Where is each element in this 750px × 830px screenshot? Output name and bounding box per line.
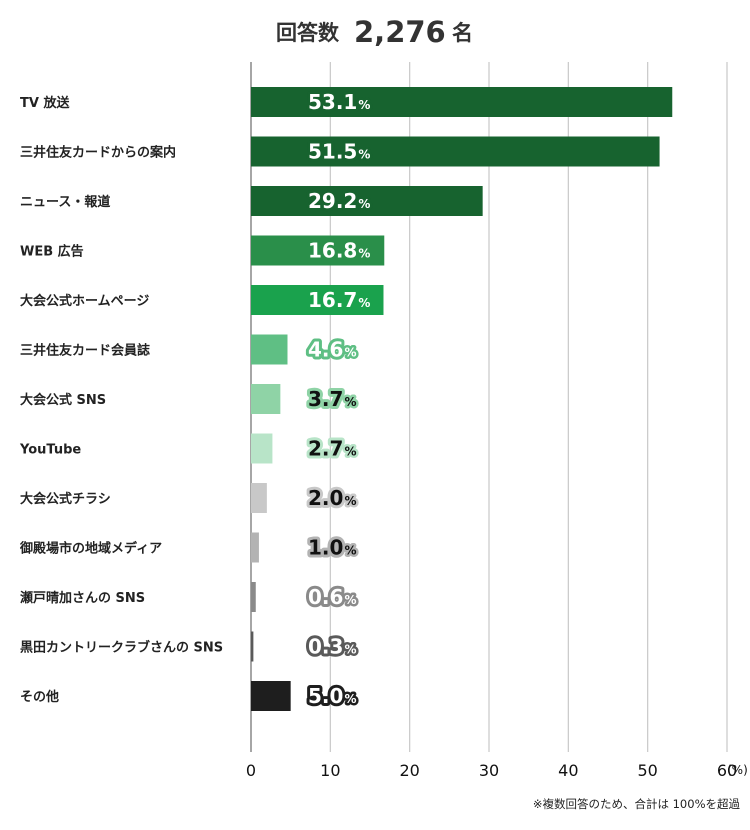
bar [251,433,273,464]
category-label: 黒田カントリークラブさんの SNS [20,640,223,656]
category-label: ニュース・報道 [20,194,110,210]
value-label: 16.8% [308,239,370,263]
x-axis-unit: (%) [727,763,748,777]
bars [251,87,673,711]
x-tick-label: 40 [558,761,578,780]
bar [251,681,291,711]
value-label: 0.3% [308,635,356,659]
respondent-count: 2,276 [354,15,446,49]
value-label: 4.6% [308,338,356,362]
value-label: 0.6% [308,585,356,609]
bar [251,532,259,563]
bar [251,136,660,167]
bar [251,631,254,662]
value-label: 53.1% [308,90,370,114]
value-label: 1.0% [308,536,356,560]
category-label: 御殿場市の地域メディア [19,541,162,557]
x-tick-label: 10 [320,761,340,780]
category-label: 瀬戸晴加さんの SNS [20,590,145,606]
footnote: ※複数回答のため、合計は 100%を超過 [533,797,741,811]
bar [251,483,267,513]
value-label: 2.7% [308,437,356,461]
category-label: 大会公式チラシ [20,491,111,507]
x-tick-label: 50 [637,761,657,780]
bar [251,384,281,414]
x-axis-ticks: 0 10 20 30 40 50 60 [246,761,737,780]
x-tick-label: 30 [479,761,499,780]
x-tick-label: 20 [399,761,419,780]
value-label: 3.7% [308,387,356,411]
bar [251,186,483,216]
value-label: 51.5% [308,140,370,164]
value-labels: 53.1% 51.5% 29.2% 16.8% 16.7% 4.6% 3.7% 2.7% 2.0… [305,87,373,711]
bar [251,87,673,117]
bar [251,285,384,315]
category-label: 三井住友カードからの案内 [20,145,176,161]
category-label: 大会公式ホームページ [20,293,149,309]
chart-title: 回答数 2,276 名 [276,15,473,49]
category-label: その他 [20,689,59,705]
value-label: 5.0% [308,684,356,708]
x-tick-label: 60 [717,761,737,780]
bar [251,334,288,365]
category-label: YouTube [19,443,81,458]
bar [251,582,256,612]
value-label: 16.7% [308,288,370,312]
x-tick-label: 0 [246,761,256,780]
category-label: WEB 広告 [20,244,84,260]
bar [251,235,385,266]
value-label: 29.2% [308,189,370,213]
category-label: 大会公式 SNS [20,392,106,408]
category-label: 三井住友カード会員誌 [20,343,150,359]
title-suffix: 名 [452,21,473,45]
category-label: TV 放送 [20,95,70,111]
title-prefix: 回答数 [276,21,340,45]
value-label: 2.0% [308,486,356,510]
